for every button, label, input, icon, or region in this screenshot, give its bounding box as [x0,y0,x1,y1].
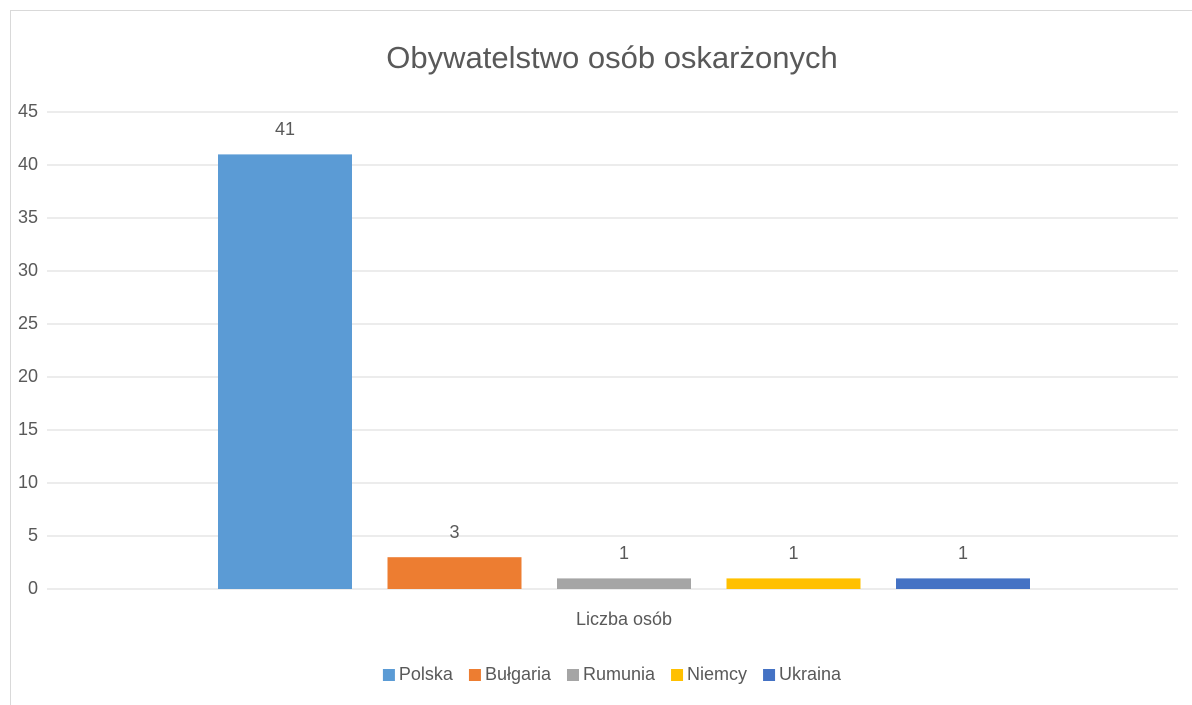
legend-swatch [468,669,481,681]
y-tick-label: 5 [28,525,38,545]
y-tick-label: 20 [18,366,38,386]
y-tick-label: 15 [18,419,38,439]
legend-swatch [763,669,776,681]
legend-label: Bułgaria [485,664,552,684]
bar [726,578,861,589]
legend-label: Ukraina [779,664,842,684]
legend-swatch [671,669,684,681]
bar [557,578,691,589]
data-label: 3 [449,522,459,542]
data-label: 1 [619,543,629,563]
y-tick-label: 40 [18,154,38,174]
legend-label: Niemcy [687,664,747,684]
y-tick-label: 45 [18,101,38,121]
data-label: 1 [958,543,968,563]
chart-title: Obywatelstwo osób oskarżonych [386,40,837,75]
y-tick-label: 35 [18,207,38,227]
data-label: 1 [788,543,798,563]
bar [218,154,352,589]
data-label: 41 [275,119,295,139]
legend-label: Rumunia [583,664,656,684]
y-tick-label: 0 [28,578,38,598]
x-tick-label: Liczba osób [576,609,672,629]
y-tick-label: 25 [18,313,38,333]
y-tick-label: 10 [18,472,38,492]
bar [387,557,522,589]
legend-label: Polska [399,664,454,684]
chart-border [10,10,1192,705]
legend-swatch [566,669,579,681]
bar [896,578,1030,589]
legend-swatch [382,669,395,681]
y-tick-label: 30 [18,260,38,280]
